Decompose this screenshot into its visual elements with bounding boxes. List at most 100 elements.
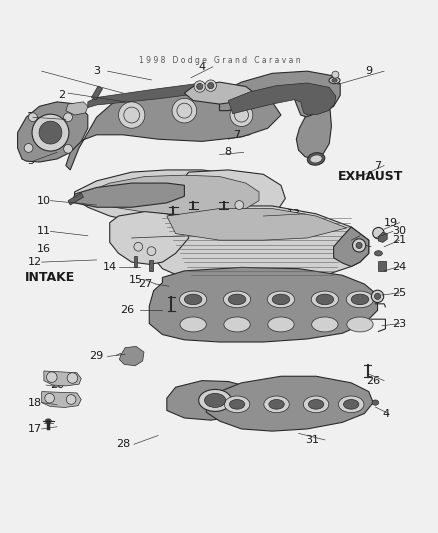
Text: 16: 16 — [37, 244, 51, 254]
Ellipse shape — [204, 393, 225, 407]
Text: 18: 18 — [28, 398, 42, 408]
Text: 24: 24 — [392, 262, 406, 271]
Text: 4: 4 — [198, 62, 205, 72]
Text: 7: 7 — [373, 160, 380, 171]
Text: 9: 9 — [364, 66, 371, 76]
Ellipse shape — [311, 291, 338, 308]
Ellipse shape — [223, 291, 250, 308]
Polygon shape — [149, 206, 368, 281]
Circle shape — [28, 113, 37, 122]
Circle shape — [45, 393, 54, 403]
Ellipse shape — [328, 77, 339, 84]
Ellipse shape — [309, 155, 321, 163]
Polygon shape — [219, 71, 339, 117]
Bar — [134, 255, 137, 266]
Circle shape — [64, 113, 72, 122]
Circle shape — [39, 121, 62, 144]
Text: 5: 5 — [27, 156, 34, 166]
Ellipse shape — [179, 291, 206, 308]
Polygon shape — [149, 268, 377, 342]
Polygon shape — [18, 102, 88, 162]
Circle shape — [355, 243, 361, 248]
Circle shape — [230, 103, 252, 126]
Text: 20: 20 — [50, 380, 64, 390]
Polygon shape — [74, 183, 184, 207]
Text: 25: 25 — [392, 288, 406, 298]
Circle shape — [207, 83, 213, 88]
Circle shape — [331, 71, 338, 78]
Ellipse shape — [311, 317, 337, 332]
Text: 8: 8 — [224, 147, 231, 157]
Ellipse shape — [180, 317, 206, 332]
Ellipse shape — [307, 152, 324, 165]
Circle shape — [67, 373, 78, 383]
Circle shape — [32, 114, 69, 151]
Text: 2: 2 — [58, 90, 65, 100]
Ellipse shape — [263, 396, 289, 413]
Text: 15: 15 — [129, 274, 143, 285]
Circle shape — [172, 99, 196, 123]
Ellipse shape — [303, 396, 328, 413]
Text: 29: 29 — [89, 351, 103, 361]
Text: 14: 14 — [102, 262, 117, 271]
Ellipse shape — [331, 78, 336, 82]
Ellipse shape — [184, 294, 201, 305]
Text: 3: 3 — [93, 66, 100, 76]
Circle shape — [118, 102, 145, 128]
Polygon shape — [66, 102, 88, 115]
Circle shape — [194, 81, 205, 92]
Polygon shape — [296, 100, 331, 159]
Bar — [149, 260, 152, 271]
Circle shape — [374, 293, 380, 300]
Polygon shape — [119, 346, 144, 366]
Ellipse shape — [267, 317, 293, 332]
Polygon shape — [166, 381, 263, 420]
Polygon shape — [110, 212, 188, 264]
Circle shape — [352, 239, 365, 252]
Circle shape — [205, 80, 216, 91]
Ellipse shape — [45, 419, 51, 423]
Text: EXHAUST: EXHAUST — [338, 170, 403, 183]
Text: 22: 22 — [343, 231, 357, 241]
Text: 7: 7 — [233, 130, 240, 140]
Text: 28: 28 — [116, 439, 130, 449]
Text: 31: 31 — [304, 435, 318, 445]
Ellipse shape — [374, 251, 381, 256]
Circle shape — [371, 290, 383, 303]
Circle shape — [46, 372, 57, 382]
Circle shape — [372, 228, 383, 239]
Text: 21: 21 — [392, 235, 406, 245]
Text: 1 9 9 8   D o d g e   G r a n d   C a r a v a n: 1 9 9 8 D o d g e G r a n d C a r a v a … — [138, 56, 300, 65]
Ellipse shape — [307, 400, 323, 409]
Ellipse shape — [346, 291, 373, 308]
Circle shape — [24, 143, 33, 152]
Circle shape — [196, 84, 202, 90]
Polygon shape — [68, 193, 83, 205]
Ellipse shape — [198, 390, 231, 411]
Ellipse shape — [268, 400, 284, 409]
Ellipse shape — [228, 294, 245, 305]
Ellipse shape — [272, 294, 289, 305]
Text: 27: 27 — [138, 279, 152, 289]
Ellipse shape — [343, 400, 358, 409]
Ellipse shape — [315, 294, 333, 305]
Ellipse shape — [267, 291, 294, 308]
Text: 26: 26 — [365, 376, 379, 386]
Polygon shape — [42, 392, 81, 407]
Text: 23: 23 — [392, 319, 406, 328]
Circle shape — [64, 144, 72, 154]
Polygon shape — [72, 194, 74, 201]
Ellipse shape — [229, 400, 244, 409]
Text: 30: 30 — [392, 227, 406, 236]
Polygon shape — [88, 175, 258, 215]
Text: 19: 19 — [383, 217, 397, 228]
Polygon shape — [206, 376, 372, 431]
Polygon shape — [378, 232, 386, 243]
Ellipse shape — [350, 294, 368, 305]
Circle shape — [66, 395, 76, 405]
Text: 10: 10 — [37, 196, 51, 206]
Ellipse shape — [224, 396, 249, 413]
Polygon shape — [66, 84, 280, 170]
Text: 13: 13 — [286, 209, 300, 219]
Text: 1: 1 — [27, 112, 34, 122]
